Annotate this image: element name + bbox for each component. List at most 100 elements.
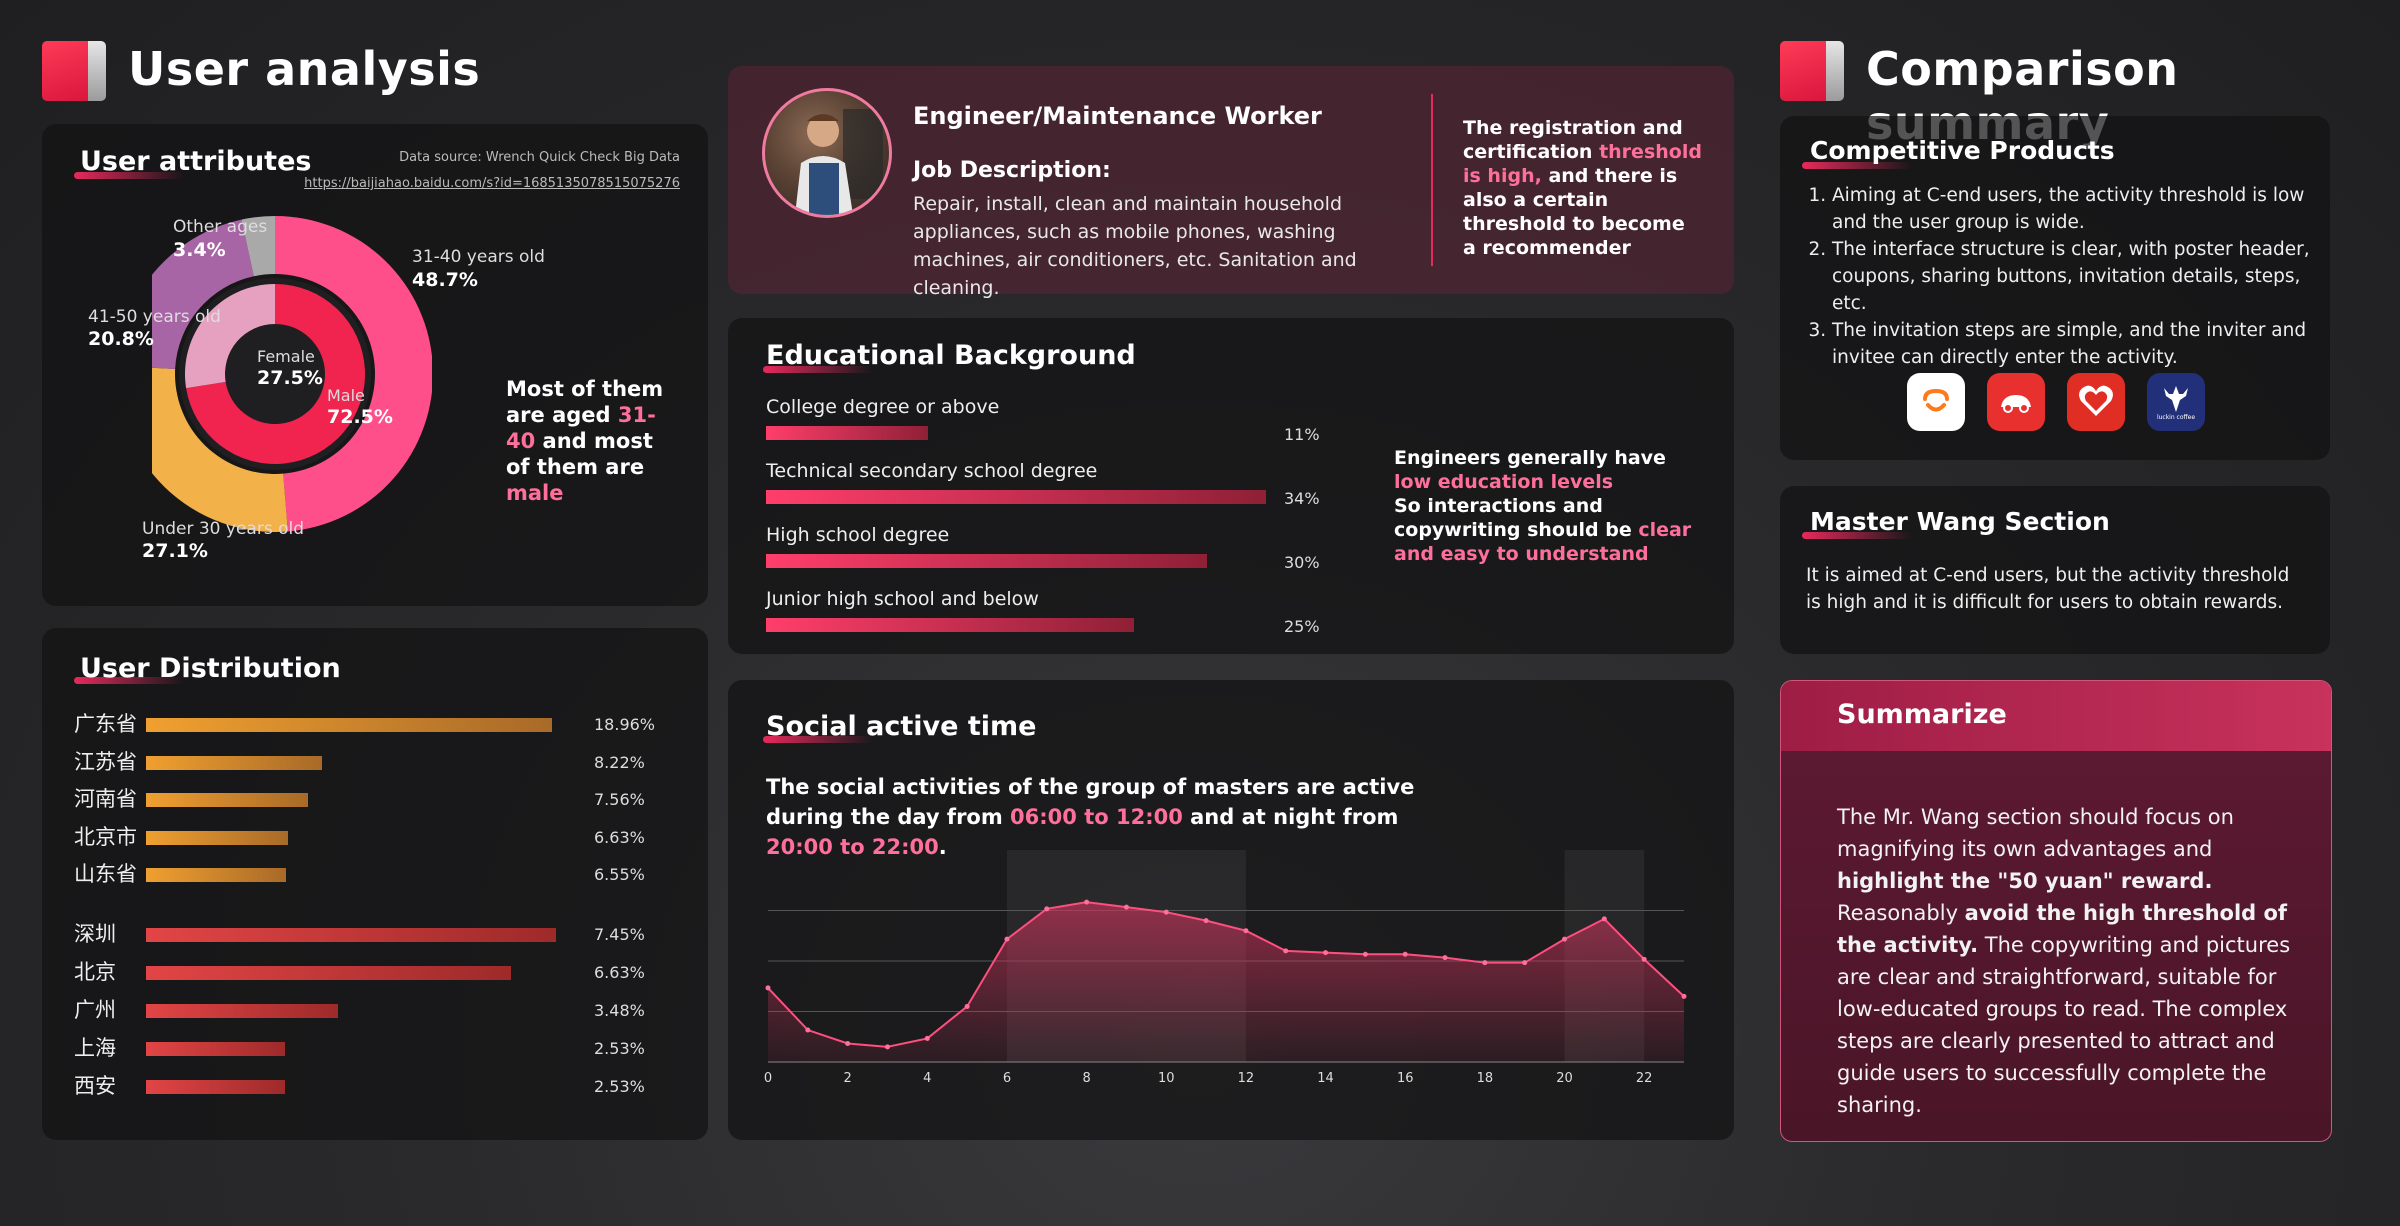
province-label: 北京市 (74, 824, 137, 849)
city-label: 广州 (74, 998, 116, 1022)
city-label: 西安 (74, 1074, 116, 1098)
worker-figure-icon (795, 109, 883, 215)
activity-point (765, 985, 771, 991)
value-female: 27.5% (257, 367, 323, 389)
activity-point (1283, 948, 1289, 954)
gender-donut-segment (186, 284, 365, 464)
list-item: Aiming at C-end users, the activity thre… (1832, 182, 2332, 236)
city-bar (146, 1080, 286, 1094)
competitive-list: Aiming at C-end users, the activity thre… (1810, 182, 2332, 371)
province-bar (146, 755, 323, 770)
education-label: College degree or above (766, 396, 1000, 418)
activity-point (1442, 955, 1448, 961)
worker-avatar (762, 88, 892, 218)
activity-point (845, 1040, 851, 1046)
education-bar (766, 554, 1208, 568)
province-value: 6.55% (594, 865, 645, 884)
city-bar (146, 966, 511, 980)
city-bar (146, 928, 556, 942)
province-bar (146, 793, 308, 807)
education-title: Educational Background (766, 340, 1136, 371)
education-value: 11% (1284, 425, 1320, 444)
age-gender-donut-chart (152, 216, 432, 532)
city-value: 3.48% (594, 1001, 645, 1020)
activity-line-chart: 0 2 4 6 8 10 12 14 16 18 20 22 (764, 850, 1687, 1086)
activity-point (1004, 936, 1010, 942)
activity-point (1163, 909, 1169, 915)
list-item: The invitation steps are simple, and the… (1832, 317, 2332, 371)
master-wang-card: Master Wang Section It is aimed at C-end… (1780, 486, 2330, 654)
city-label: 北京 (74, 960, 116, 984)
job-description: Repair, install, clean and maintain hous… (913, 193, 1357, 299)
label-41-50: 41-50 years old (88, 307, 221, 327)
user-attributes-title: User attributes (80, 146, 312, 177)
job-card: Engineer/Maintenance Worker Job Descript… (728, 66, 1734, 299)
header-accent-block-gray (1826, 41, 1844, 101)
x-tick-label: 16 (1397, 1071, 1414, 1086)
province-label: 河南省 (74, 787, 137, 811)
x-tick-label: 20 (1556, 1071, 1573, 1086)
social-active-title: Social active time (766, 711, 1037, 742)
x-tick-label: 14 (1317, 1071, 1334, 1086)
list-item: The interface structure is clear, with p… (1832, 236, 2332, 317)
label-male: Male (327, 386, 365, 405)
education-value: 30% (1284, 553, 1320, 572)
age-donut-segment (152, 219, 254, 369)
city-value: 6.63% (594, 963, 645, 982)
luckin-coffee-app-icon[interactable]: luckin coffee (2147, 373, 2205, 431)
education-bar (766, 490, 1266, 504)
label-other-ages: Other ages (173, 217, 268, 237)
competitive-products-title: Competitive Products (1810, 136, 2115, 165)
education-bar (766, 618, 1134, 632)
activity-point (1482, 960, 1488, 966)
activity-point (964, 1003, 970, 1009)
user-attributes-card: User attributes Data source: Wrench Quic… (42, 124, 708, 606)
education-label: High school degree (766, 524, 950, 546)
activity-point (1323, 950, 1329, 956)
province-value: 7.56% (594, 790, 645, 809)
label-under-30: Under 30 years old (142, 519, 304, 539)
education-bar (766, 426, 928, 440)
x-tick-label: 22 (1636, 1071, 1653, 1086)
activity-point (924, 1035, 930, 1041)
x-tick-label: 8 (1082, 1071, 1090, 1086)
age-donut-segment (275, 216, 432, 532)
activity-point (1601, 916, 1607, 922)
job-description-label: Job Description: (913, 158, 1111, 183)
attributes-summary: Most of them are aged 31-40 and most of … (506, 377, 664, 505)
activity-point (1402, 951, 1408, 957)
didi-app-icon[interactable] (1907, 373, 1965, 431)
summarize-card: Summarize The Mr. Wang section should fo… (1780, 680, 2332, 1142)
value-other-ages: 3.4% (173, 239, 226, 261)
master-wang-title: Master Wang Section (1810, 507, 2110, 536)
value-male: 72.5% (327, 406, 393, 428)
user-distribution-card: User Distribution 广东省 18.96% 江苏省 8.22% 河南省 7.… (42, 628, 708, 1140)
city-value: 2.53% (594, 1077, 645, 1096)
pinduoduo-app-icon[interactable] (2067, 373, 2125, 431)
city-value: 7.45% (594, 925, 645, 944)
province-label: 山东省 (74, 862, 137, 886)
car-app-icon[interactable] (1987, 373, 2045, 431)
age-donut-segment (241, 216, 275, 277)
activity-point (1123, 904, 1129, 910)
province-label: 广东省 (74, 712, 137, 736)
activity-point (1562, 936, 1568, 942)
x-tick-label: 18 (1477, 1071, 1494, 1086)
activity-point (1522, 960, 1528, 966)
value-under-30: 27.1% (142, 540, 208, 562)
x-tick-label: 4 (923, 1071, 931, 1086)
province-value: 6.63% (594, 827, 645, 847)
province-bar (146, 868, 287, 882)
x-tick-label: 12 (1238, 1071, 1255, 1086)
activity-area (768, 902, 1684, 1062)
value-41-50: 20.8% (88, 328, 154, 350)
data-source-link[interactable]: https://baijiahao.baidu.com/s?id=1685135… (304, 176, 680, 191)
social-active-card: Social active time The social activities… (728, 680, 1734, 1140)
user-distribution-title: User Distribution (80, 653, 341, 684)
activity-point (884, 1044, 890, 1050)
province-value: 8.22% (594, 752, 645, 772)
activity-line (767, 901, 1685, 1048)
province-bar (146, 830, 288, 845)
data-source-text: Data source: Wrench Quick Check Big Data (399, 150, 680, 165)
header-accent-block-gray (88, 41, 106, 101)
